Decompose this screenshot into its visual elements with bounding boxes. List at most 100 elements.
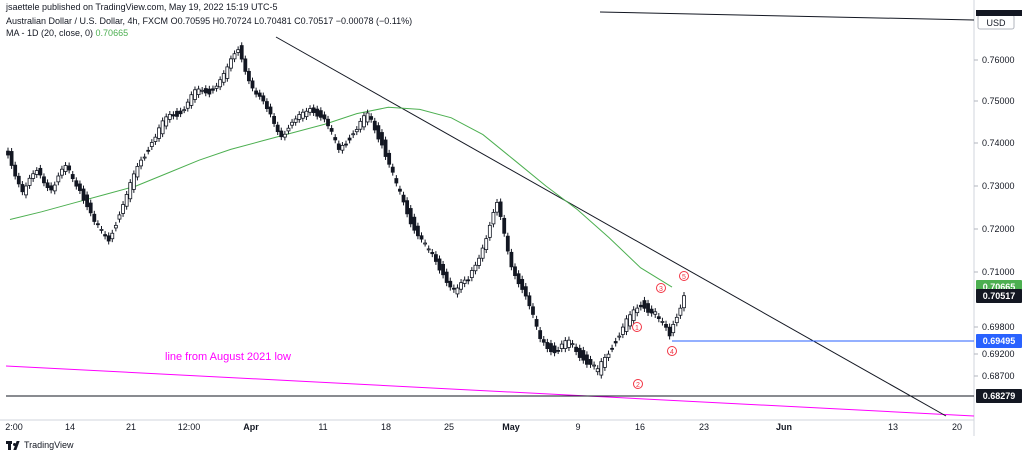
candle-body <box>620 326 625 335</box>
candle-body <box>585 354 589 365</box>
candle-body <box>250 80 255 89</box>
top-trendline <box>599 11 975 21</box>
candle-body <box>9 151 14 166</box>
candle-body <box>581 350 586 361</box>
candle-body <box>642 300 647 309</box>
y-tick-label: 0.72000 <box>982 224 1015 234</box>
candle-body <box>42 176 46 184</box>
candle-body <box>653 311 658 315</box>
hline-price-label-bg <box>976 389 1022 403</box>
candle-body <box>268 106 273 115</box>
candle-body <box>613 341 618 344</box>
candle-body <box>469 270 474 278</box>
descending-trendline <box>275 36 947 417</box>
candle-body <box>520 279 525 290</box>
candle-body <box>196 88 201 96</box>
candle-body <box>527 295 532 307</box>
wave-label-1: 1 <box>635 325 639 332</box>
candle-body <box>211 88 215 91</box>
candle-body <box>538 330 543 339</box>
candle-body <box>412 216 417 231</box>
y-tick-label: 0.76000 <box>982 55 1015 65</box>
candle-body <box>121 204 125 214</box>
ma-legend: MA - 1D (20, close, 0) 0.70665 <box>6 28 128 38</box>
candle-body <box>477 257 481 266</box>
candle-body <box>545 342 550 349</box>
candle-body <box>175 110 179 117</box>
y-tick-label: 0.71000 <box>982 267 1015 277</box>
candle-body <box>358 120 363 130</box>
candle-body <box>78 183 82 191</box>
candle-body <box>24 185 28 196</box>
candle-body <box>214 85 219 89</box>
x-tick-label: May <box>502 422 520 432</box>
candle-body <box>74 180 79 187</box>
candle-body <box>218 79 223 88</box>
x-tick-label: 23 <box>699 422 709 432</box>
candle-body <box>491 212 496 225</box>
candle-body <box>401 194 406 203</box>
candle-body <box>236 49 241 53</box>
currency-label: USD <box>986 18 1006 28</box>
candle-body <box>660 321 665 323</box>
candle-body <box>423 242 428 245</box>
candle-body <box>182 109 187 112</box>
candle-body <box>390 166 395 173</box>
candle-body <box>549 343 553 353</box>
candle-body <box>513 266 517 277</box>
candle-body <box>405 200 410 215</box>
symbol-name: Australian Dollar / U.S. Dollar, 4h, FXC… <box>6 16 169 26</box>
candle-body <box>559 343 564 349</box>
candle-body <box>20 184 25 193</box>
candle-body <box>16 175 21 185</box>
candle-body <box>624 318 629 332</box>
candle-body <box>221 73 226 83</box>
candle-body <box>160 120 165 135</box>
candle-body <box>333 137 338 141</box>
candle-body <box>473 264 478 272</box>
candle-body <box>531 306 535 315</box>
candle-body <box>595 368 600 373</box>
candle-body <box>459 282 463 290</box>
wave-label-3: 3 <box>659 286 663 293</box>
candle-body <box>671 324 676 334</box>
candle-body <box>171 114 176 117</box>
candle-body <box>95 223 100 226</box>
candle-body <box>185 101 190 109</box>
candle-body <box>426 248 431 251</box>
candle-body <box>495 202 499 213</box>
candle-body <box>200 89 205 92</box>
candle-body <box>31 173 36 179</box>
candle-body <box>534 319 539 327</box>
candle-body <box>678 307 683 316</box>
candle-body <box>484 238 489 250</box>
candle-body <box>326 118 330 127</box>
symbol-ohlc-line: Australian Dollar / U.S. Dollar, 4h, FXC… <box>6 16 412 26</box>
candle-body <box>351 133 356 136</box>
candle-body <box>243 58 248 72</box>
candle-body <box>552 345 557 354</box>
y-tick-label: 0.69200 <box>982 349 1015 359</box>
x-tick-label: 14 <box>65 422 75 432</box>
x-tick-label: 11 <box>318 422 327 432</box>
candle-body <box>563 340 568 349</box>
candle-body <box>448 280 453 288</box>
y-tick-label: 0.73000 <box>982 181 1015 191</box>
wave-label-circle <box>632 322 642 332</box>
candle-body <box>34 170 39 175</box>
x-tick-label: Apr <box>243 422 259 432</box>
candle-body <box>502 217 507 234</box>
candle-body <box>81 188 86 201</box>
support-price-label: 0.69495 <box>983 336 1016 346</box>
last-price-label-bg <box>976 289 1022 303</box>
candle-body <box>638 304 643 308</box>
candle-body <box>419 235 424 240</box>
candle-body <box>498 201 503 217</box>
x-tick-label: Jun <box>776 422 792 432</box>
candle-body <box>344 143 348 146</box>
candle-body <box>300 111 305 119</box>
candle-body <box>523 286 528 297</box>
candle-body <box>49 185 54 191</box>
x-tick-label: 13 <box>888 422 898 432</box>
